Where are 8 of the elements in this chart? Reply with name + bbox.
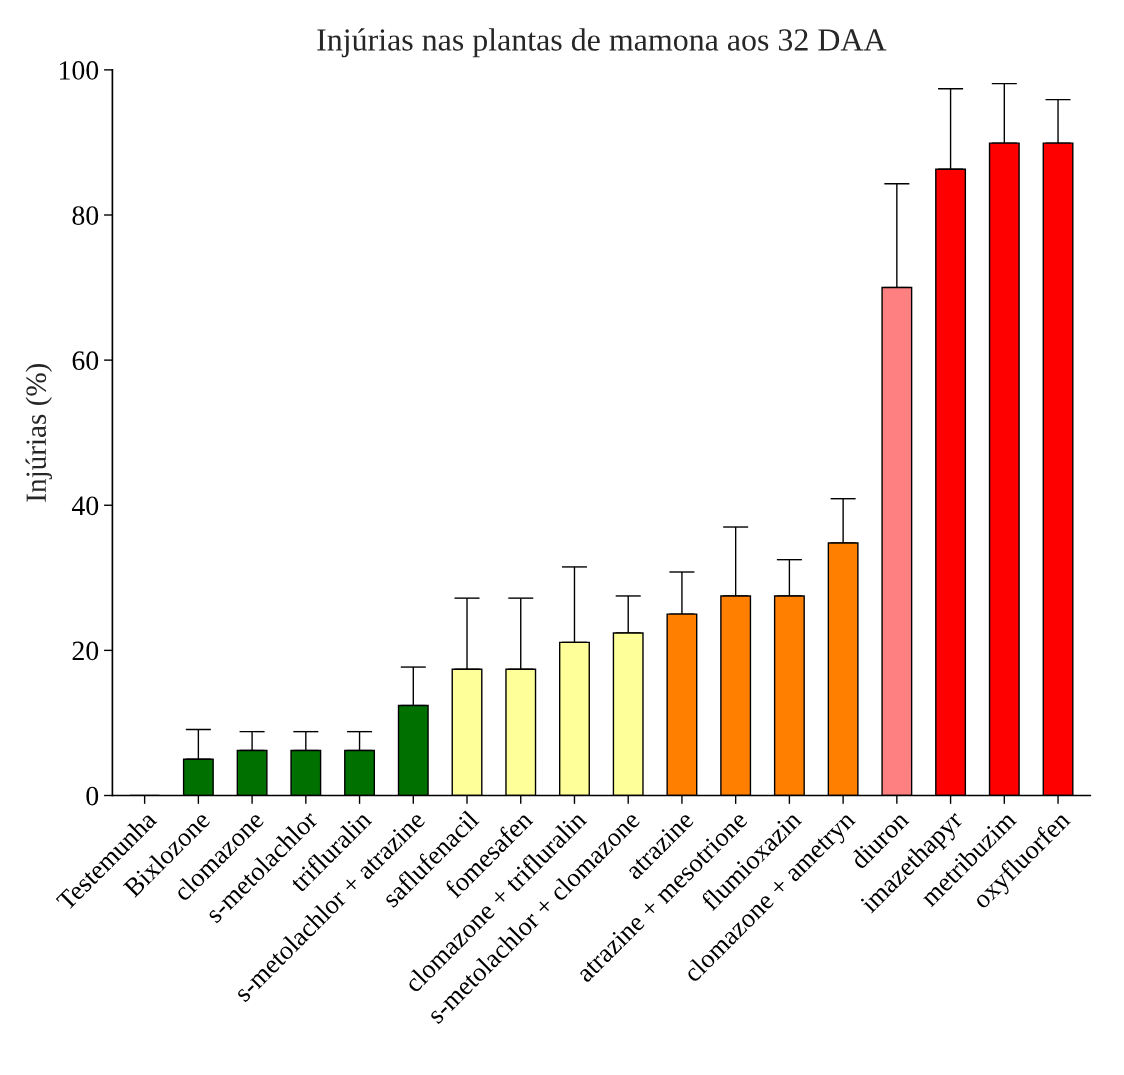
y-tick-label: 80 [72, 206, 99, 225]
chart-title: Injúrias nas plantas de mamona aos 32 DAA [317, 28, 887, 58]
y-tick-label: 100 [59, 61, 99, 80]
y-tick-label: 0 [86, 786, 99, 806]
y-tick-label: 60 [72, 351, 99, 371]
y-axis-title: Injúrias (%) [25, 363, 52, 502]
y-tick-label: 20 [72, 641, 99, 661]
y-tick-label: 40 [71, 496, 99, 516]
